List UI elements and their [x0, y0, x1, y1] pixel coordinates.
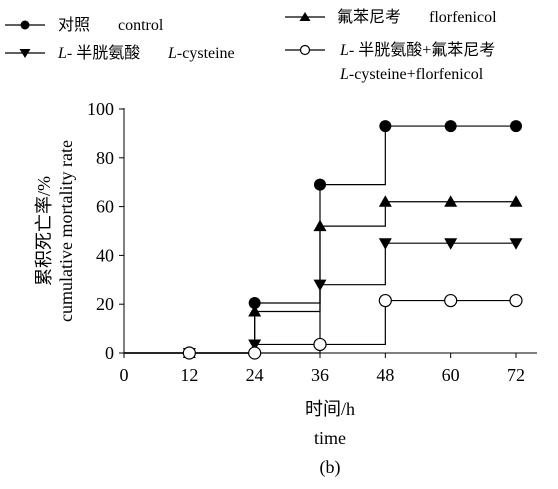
axes: 0 20 40 60 80 100 0 12 24 36 48 60 72	[87, 99, 537, 385]
data-point-control	[314, 178, 326, 191]
legend-label-en-combo: L-cysteine+florfenicol	[339, 66, 484, 83]
data-point-cysteine	[509, 238, 523, 250]
x-tick-label: 12	[180, 365, 198, 385]
y-tick-label: 0	[105, 343, 114, 363]
legend-label-en-florfenicol: florfenicol	[429, 9, 497, 26]
data-point-florfenicol	[378, 195, 392, 207]
legend-marker-cysteine	[19, 49, 31, 58]
data-point-cysteine	[313, 279, 327, 292]
y-tick-label: 60	[96, 197, 114, 217]
data-point-cysteine	[248, 339, 262, 351]
x-ticks: 0 12 24 36 48 60 72	[120, 353, 525, 385]
data-point-combo	[182, 346, 196, 360]
y-tick-label: 20	[96, 294, 114, 314]
data-point-combo	[444, 293, 458, 308]
legend-marker-combo	[299, 44, 311, 56]
y-ticks: 0 20 40 60 80 100	[87, 99, 124, 363]
data-point-control	[510, 120, 522, 133]
y-tick-label: 80	[96, 148, 114, 168]
data-point-combo	[378, 293, 392, 308]
x-tick-label: 0	[120, 365, 129, 385]
legend: 对照 control L- 半胱氨酸 L-cysteine 氟苯尼考 florf…	[5, 8, 497, 83]
x-tick-label: 48	[376, 365, 394, 385]
data-point-combo	[248, 346, 262, 360]
legend-item-cysteine: L- 半胱氨酸 L-cysteine	[5, 44, 235, 62]
y-axis-label-en: cumulative mortality rate	[56, 140, 76, 322]
y-tick-label: 100	[87, 99, 114, 119]
x-tick-label: 24	[246, 365, 264, 385]
x-tick-label: 36	[311, 365, 329, 385]
legend-label-cysteine: L- 半胱氨酸	[57, 44, 140, 62]
series-layer	[124, 120, 523, 360]
y-axis-label-cn: 累积死亡率/%	[34, 176, 54, 286]
data-point-control	[248, 296, 261, 309]
x-axis-label-cn: 时间/h	[305, 399, 355, 419]
legend-label-control: 对照	[58, 16, 90, 34]
data-point-combo	[509, 293, 523, 308]
data-point-cysteine	[378, 238, 392, 250]
y-tick-label: 40	[96, 245, 114, 265]
legend-label-en-control: control	[118, 17, 164, 34]
legend-marker-florfenicol	[299, 12, 311, 21]
data-point-control	[379, 120, 392, 133]
data-point-florfenicol	[248, 305, 262, 317]
data-point-combo	[313, 337, 327, 352]
legend-marker-control	[20, 20, 30, 30]
legend-item-florfenicol: 氟苯尼考 florfenicol	[285, 8, 497, 26]
legend-label-combo: L- 半胱氨酸+氟苯尼考	[339, 41, 495, 59]
legend-label-florfenicol: 氟苯尼考	[337, 8, 401, 26]
data-point-florfenicol	[313, 219, 327, 232]
series-combo	[124, 293, 523, 360]
data-point-control	[444, 120, 457, 133]
data-point-cysteine	[444, 238, 458, 250]
legend-item-control: 对照 control	[5, 16, 164, 34]
legend-label-en-cysteine: L-cysteine	[167, 45, 235, 62]
x-axis-label-en: time	[314, 428, 346, 448]
x-tick-label: 60	[442, 365, 460, 385]
data-point-florfenicol	[509, 195, 523, 207]
data-point-florfenicol	[444, 195, 458, 207]
x-tick-label: 72	[507, 365, 525, 385]
series-control	[124, 120, 522, 359]
legend-item-combo: L- 半胱氨酸+氟苯尼考 L-cysteine+florfenicol	[285, 41, 495, 83]
panel-label: (b)	[320, 457, 341, 478]
series-florfenicol	[124, 195, 523, 358]
